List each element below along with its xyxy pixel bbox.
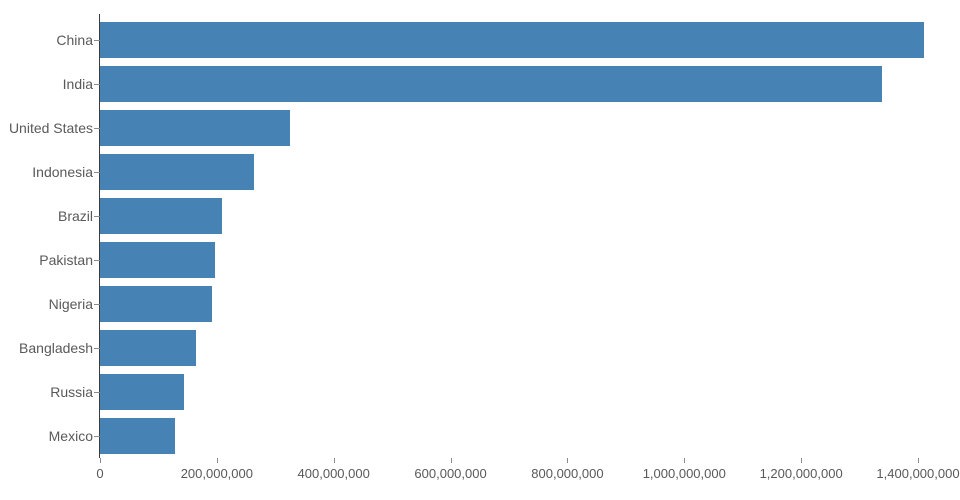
y-tick-mark bbox=[94, 260, 100, 261]
y-tick-label-indonesia: Indonesia bbox=[32, 164, 93, 180]
y-tick-label-united-states: United States bbox=[8, 120, 93, 136]
y-tick-mark bbox=[94, 40, 100, 41]
x-tick-label: 1,400,000,000 bbox=[876, 466, 960, 481]
x-tick-label: 1,200,000,000 bbox=[759, 466, 843, 481]
x-tick-label: 200,000,000 bbox=[180, 466, 253, 481]
y-tick-label-mexico: Mexico bbox=[48, 428, 93, 444]
x-tick-mark bbox=[450, 458, 452, 463]
y-tick-mark bbox=[94, 436, 100, 437]
x-tick-mark bbox=[567, 458, 569, 463]
y-tick-mark bbox=[94, 172, 100, 173]
y-tick-mark bbox=[94, 348, 100, 349]
x-tick-label: 800,000,000 bbox=[531, 466, 604, 481]
y-tick-mark bbox=[94, 84, 100, 85]
bar-united-states bbox=[100, 110, 290, 146]
bar-bangladesh bbox=[100, 330, 197, 366]
bar-indonesia bbox=[100, 154, 255, 190]
bar-brazil bbox=[100, 198, 223, 234]
y-tick-label-india: India bbox=[62, 76, 93, 92]
y-tick-mark bbox=[94, 128, 100, 129]
y-tick-label-brazil: Brazil bbox=[57, 208, 93, 224]
x-tick-label: 1,000,000,000 bbox=[642, 466, 726, 481]
y-tick-mark bbox=[94, 392, 100, 393]
y-tick-label-russia: Russia bbox=[50, 384, 93, 400]
y-tick-label-china: China bbox=[56, 32, 93, 48]
bar-china bbox=[100, 22, 924, 58]
x-tick-label: 600,000,000 bbox=[414, 466, 487, 481]
y-axis-domain-line bbox=[99, 14, 100, 458]
x-tick-mark bbox=[918, 458, 919, 463]
y-tick-label-nigeria: Nigeria bbox=[48, 296, 93, 312]
bar-russia bbox=[100, 374, 185, 410]
bar-pakistan bbox=[100, 242, 216, 278]
bar-india bbox=[100, 66, 883, 102]
y-tick-label-bangladesh: Bangladesh bbox=[19, 340, 93, 356]
x-tick-mark bbox=[216, 458, 218, 463]
y-tick-label-pakistan: Pakistan bbox=[39, 252, 93, 268]
y-tick-mark bbox=[94, 216, 100, 217]
x-tick-mark bbox=[333, 458, 335, 463]
x-tick-label: 0 bbox=[96, 466, 104, 481]
bar-nigeria bbox=[100, 286, 212, 322]
x-tick-mark bbox=[684, 458, 686, 463]
x-tick-mark bbox=[801, 458, 803, 463]
x-tick-label: 400,000,000 bbox=[297, 466, 370, 481]
bar-mexico bbox=[100, 418, 176, 454]
y-tick-mark bbox=[94, 304, 100, 305]
x-tick-mark bbox=[100, 458, 101, 463]
